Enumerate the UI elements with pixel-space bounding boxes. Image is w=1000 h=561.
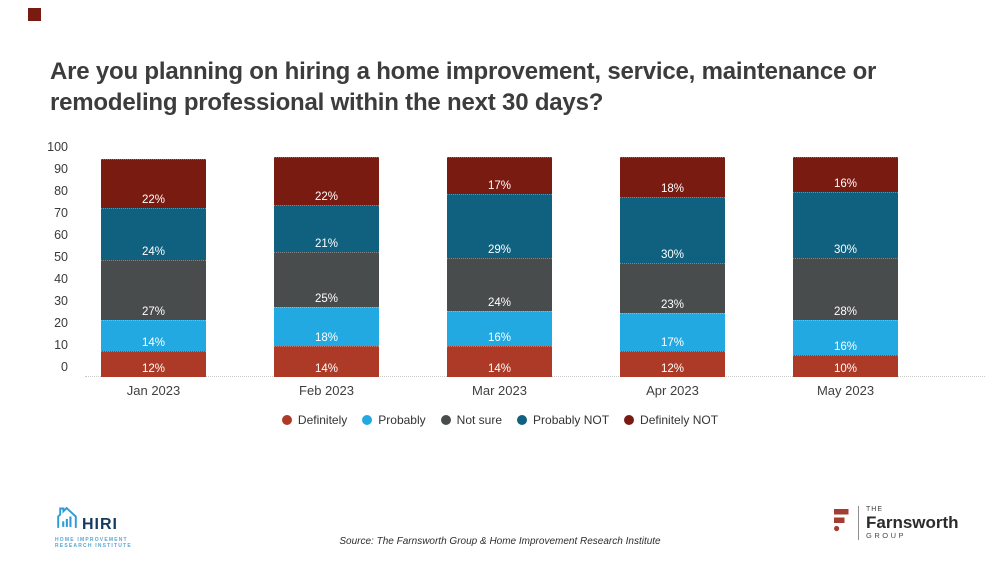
bar-segment-value: 16% xyxy=(833,340,858,353)
bar-segment-value: 27% xyxy=(141,305,166,318)
bar-segment-mar-2023-definitely-not: 17% xyxy=(447,157,552,195)
legend-dot-icon xyxy=(440,415,451,425)
bar-segment-mar-2023-probably: 16% xyxy=(447,311,552,347)
y-axis-tick-50: 50 xyxy=(54,250,68,264)
y-axis-tick-40: 40 xyxy=(54,272,68,286)
bar-segment-apr-2023-definitely-not: 18% xyxy=(620,157,725,197)
y-axis-tick-0: 0 xyxy=(61,360,68,374)
legend-item-not-sure: Not sure xyxy=(440,413,503,427)
bar-segment-feb-2023-definitely-not: 22% xyxy=(274,157,379,206)
farnsworth-the: THE xyxy=(866,505,883,513)
hiri-house-icon xyxy=(55,504,79,534)
bar-segment-jan-2023-definitely-not: 22% xyxy=(101,159,206,208)
bar-segment-may-2023-probably: 16% xyxy=(793,319,898,355)
bar-segment-value: 10% xyxy=(833,363,858,375)
hiri-tagline-line1: HOME IMPROVEMENT xyxy=(55,537,128,543)
bar-segment-mar-2023-definitely: 14% xyxy=(447,346,552,377)
x-axis-label-jan-2023: Jan 2023 xyxy=(126,383,181,398)
bar-segment-value: 30% xyxy=(660,248,685,261)
bar-segment-apr-2023-probably-not: 30% xyxy=(620,196,725,263)
hiri-logo: HIRI HOME IMPROVEMENT RESEARCH INSTITUTE xyxy=(55,504,185,549)
bar-segment-jan-2023-probably: 14% xyxy=(101,319,206,351)
x-axis-label-feb-2023: Feb 2023 xyxy=(299,383,354,398)
bar-segment-value: 16% xyxy=(833,178,858,191)
bar-segment-jan-2023-not-sure: 27% xyxy=(101,260,206,320)
y-axis-tick-80: 80 xyxy=(54,184,68,198)
bar-segment-value: 16% xyxy=(487,332,512,345)
bar-segment-feb-2023-probably-not: 21% xyxy=(274,205,379,252)
bar-segment-value: 28% xyxy=(833,305,858,318)
bar-segment-value: 12% xyxy=(141,362,166,375)
bar-segment-value: 18% xyxy=(314,332,339,345)
bar-segment-value: 18% xyxy=(660,182,685,195)
x-axis-label-may-2023: May 2023 xyxy=(816,383,875,398)
y-axis-tick-20: 20 xyxy=(54,316,68,330)
bar-segment-value: 23% xyxy=(660,299,685,312)
hiri-wordmark: HIRI xyxy=(82,516,118,533)
bar-segment-feb-2023-not-sure: 25% xyxy=(274,251,379,307)
chart-title-line2: remodeling professional within the next … xyxy=(50,89,604,116)
legend-item-probably-not: Probably NOT xyxy=(517,413,609,427)
bar-segment-mar-2023-probably-not: 29% xyxy=(447,194,552,259)
chart-legend: Definitely Probably Not sure Probably NOT De… xyxy=(0,413,1000,427)
bar-segment-value: 14% xyxy=(487,362,512,375)
bar-segment-value: 24% xyxy=(487,296,512,309)
legend-label: Probably NOT xyxy=(533,413,610,427)
bar-segment-jan-2023-probably-not: 24% xyxy=(101,207,206,261)
bar-segment-value: 22% xyxy=(141,193,166,206)
legend-dot-icon xyxy=(281,415,292,425)
bar-segment-value: 17% xyxy=(660,336,685,349)
bar-segment-value: 14% xyxy=(141,336,166,349)
bar-segment-feb-2023-definitely: 14% xyxy=(274,346,379,377)
bar-segment-apr-2023-not-sure: 23% xyxy=(620,262,725,314)
source-text: Source: The Farnsworth Group & Home Impr… xyxy=(339,536,661,547)
y-axis-tick-10: 10 xyxy=(54,338,68,352)
bar-segment-jan-2023-definitely: 12% xyxy=(101,350,206,377)
bar-segment-may-2023-definitely: 10% xyxy=(793,355,898,377)
bar-segment-value: 25% xyxy=(314,292,339,305)
chart-title: Are you planning on hiring a home improv… xyxy=(50,56,950,118)
farnsworth-group: GROUP xyxy=(866,530,907,540)
bar-segment-value: 17% xyxy=(487,180,512,193)
bar-segment-apr-2023-definitely: 12% xyxy=(620,350,725,377)
legend-label: Definitely NOT xyxy=(640,413,719,427)
y-axis-tick-60: 60 xyxy=(54,228,68,242)
bar-segment-value: 29% xyxy=(487,244,512,257)
legend-item-definitely-not: Definitely NOT xyxy=(624,413,718,427)
y-axis-tick-90: 90 xyxy=(54,162,68,176)
y-axis-tick-70: 70 xyxy=(54,206,68,220)
bar-segment-apr-2023-probably: 17% xyxy=(620,313,725,351)
x-axis-label-mar-2023: Mar 2023 xyxy=(472,383,527,398)
legend-dot-icon xyxy=(517,415,528,425)
bar-segment-may-2023-definitely-not: 16% xyxy=(793,157,898,193)
legend-item-definitely: Definitely xyxy=(281,413,348,427)
farnsworth-logo: THE Farnsworth GROUP xyxy=(833,505,959,540)
bar-segment-feb-2023-probably: 18% xyxy=(274,306,379,347)
legend-label: Not sure xyxy=(456,413,503,427)
x-axis-label-apr-2023: Apr 2023 xyxy=(646,383,699,398)
hiri-tagline-line2: RESEARCH INSTITUTE xyxy=(55,543,132,549)
bar-segment-value: 21% xyxy=(314,237,339,250)
bar-segment-value: 14% xyxy=(314,362,339,375)
legend-item-probably: Probably xyxy=(362,413,426,427)
farnsworth-wordmark: Farnsworth xyxy=(866,512,959,532)
bar-segment-may-2023-probably-not: 30% xyxy=(793,192,898,259)
chart-title-line1: Are you planning on hiring a home improv… xyxy=(50,58,877,85)
legend-label: Definitely xyxy=(297,413,348,427)
bar-segment-may-2023-not-sure: 28% xyxy=(793,258,898,320)
corner-square-decoration xyxy=(28,8,41,21)
bar-segment-value: 30% xyxy=(833,244,858,257)
legend-label: Probably xyxy=(378,413,426,427)
bar-segment-mar-2023-not-sure: 24% xyxy=(447,258,552,311)
farnsworth-f-icon xyxy=(833,505,851,540)
farnsworth-divider xyxy=(858,505,859,540)
bar-segment-value: 24% xyxy=(141,246,166,259)
y-axis-tick-30: 30 xyxy=(54,294,68,308)
bar-segment-value: 22% xyxy=(314,191,339,204)
legend-dot-icon xyxy=(362,415,373,425)
bar-segment-value: 12% xyxy=(660,362,685,375)
y-axis-tick-100: 100 xyxy=(47,140,68,154)
legend-dot-icon xyxy=(624,415,635,425)
